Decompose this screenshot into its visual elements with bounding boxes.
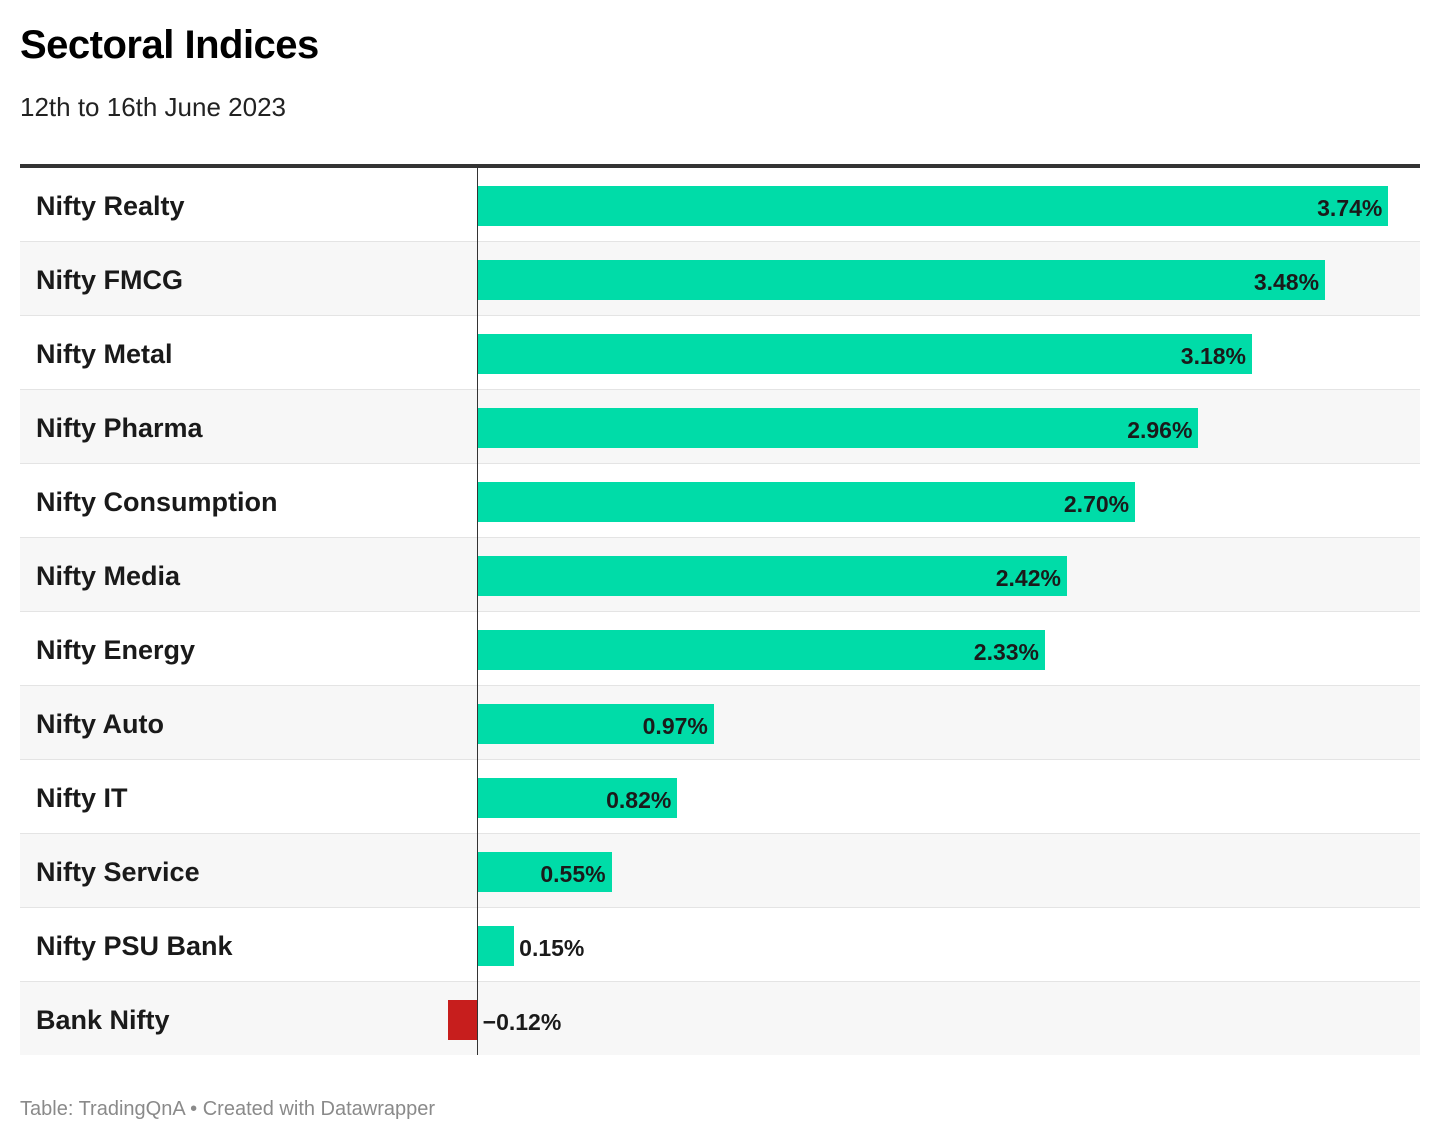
row-label: Nifty Consumption [36, 487, 278, 517]
footer-credit: Table: TradingQnA • Created with Datawra… [20, 1096, 435, 1122]
row-label: Bank Nifty [36, 1005, 170, 1035]
row-label: Nifty IT [36, 783, 128, 813]
bar-area: 0.15% [446, 908, 1420, 981]
bar-positive [477, 482, 1136, 522]
bar-positive [477, 186, 1389, 226]
row-label: Nifty PSU Bank [36, 931, 233, 961]
table-row: Nifty FMCG 3.48% [20, 242, 1420, 316]
bar-negative [448, 1000, 478, 1040]
bar-value-label: 3.74% [1317, 195, 1383, 221]
chart-title: Sectoral Indices [20, 23, 319, 67]
table-row: Nifty Consumption 2.70% [20, 464, 1420, 538]
bar-area: 3.18% [446, 316, 1420, 389]
row-label: Nifty Media [36, 561, 181, 591]
chart-subtitle: 12th to 16th June 2023 [20, 92, 287, 122]
bar-value-label: 2.70% [1063, 491, 1130, 517]
bar-value-label: −0.12% [482, 1009, 562, 1035]
table-row: Nifty IT 0.82% [20, 760, 1420, 834]
bar-positive [477, 408, 1199, 448]
row-label: Nifty Energy [36, 635, 196, 665]
zero-axis-line [476, 168, 479, 1055]
bar-positive [477, 778, 678, 818]
table-row: Nifty Media 2.42% [20, 538, 1420, 612]
bar-value-label: 0.15% [519, 935, 585, 961]
row-label: Nifty FMCG [36, 265, 183, 295]
bar-positive [477, 260, 1326, 300]
bar-positive [477, 334, 1252, 374]
bar-positive [477, 556, 1067, 596]
table-row: Nifty PSU Bank 0.15% [20, 908, 1420, 982]
bar-area: 3.48% [446, 242, 1420, 315]
row-label: Nifty Metal [36, 339, 173, 369]
bar-area: 0.82% [446, 760, 1420, 833]
table-row: Bank Nifty −0.12% [20, 982, 1420, 1055]
table-row: Nifty Pharma 2.96% [20, 390, 1420, 464]
bar-value-label: 2.42% [995, 565, 1061, 591]
table-row: Nifty Metal 3.18% [20, 316, 1420, 390]
bar-area: 0.97% [446, 686, 1420, 759]
table-row: Nifty Service 0.55% [20, 834, 1420, 908]
row-label: Nifty Service [36, 857, 200, 887]
row-label: Nifty Pharma [36, 413, 203, 443]
bar-value-label: 2.33% [973, 639, 1040, 665]
bar-area: −0.12% [446, 982, 1420, 1055]
bar-area: 0.55% [446, 834, 1420, 907]
source-link[interactable]: TradingQnA [78, 1098, 185, 1120]
bar-area: 2.33% [446, 612, 1420, 685]
table-row: Nifty Realty 3.74% [20, 168, 1420, 242]
bar-value-label: 0.82% [606, 787, 672, 813]
bar-value-label: 3.48% [1253, 269, 1320, 295]
bar-area: 3.74% [446, 168, 1420, 241]
bar-positive [477, 630, 1045, 670]
row-label: Nifty Auto [36, 709, 164, 739]
table-row: Nifty Auto 0.97% [20, 686, 1420, 760]
bar-value-label: 0.55% [540, 861, 606, 887]
source-prefix: Table: [20, 1098, 74, 1120]
bar-positive [477, 852, 612, 892]
bar-area: 2.70% [446, 464, 1420, 537]
bar-table: Nifty Realty 3.74% Nifty FMCG 3.48% Nifty Me… [20, 164, 1420, 1055]
bar-area: 2.42% [446, 538, 1420, 611]
bar-value-label: 2.96% [1127, 417, 1193, 443]
bar-value-label: 0.97% [642, 713, 708, 739]
footer-separator: • [190, 1098, 198, 1120]
bar-area: 2.96% [446, 390, 1420, 463]
bar-positive [477, 704, 714, 744]
row-label: Nifty Realty [36, 191, 185, 221]
bar-positive [477, 926, 515, 966]
bar-value-label: 3.18% [1180, 343, 1246, 369]
table-row: Nifty Energy 2.33% [20, 612, 1420, 686]
datawrapper-credit-link[interactable]: Created with Datawrapper [202, 1098, 436, 1120]
